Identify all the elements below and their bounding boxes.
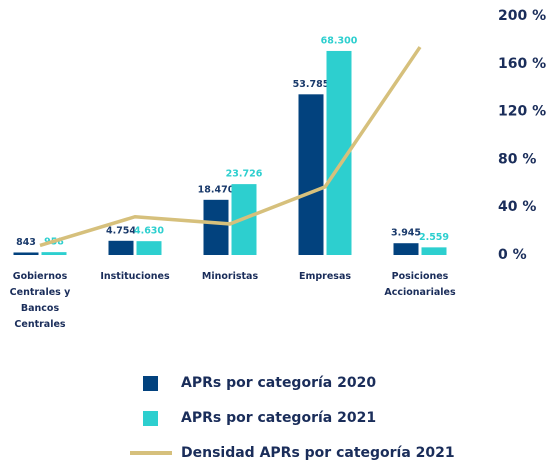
bar	[136, 241, 162, 255]
legend-label: APRs por categoría 2020	[181, 375, 376, 391]
data-label: 53.785	[293, 79, 330, 90]
x-tick-label: Posiciones Accionariales	[384, 271, 456, 298]
bar	[108, 240, 134, 255]
y2-tick-label: 120 %	[498, 104, 546, 120]
x-tick-label: Empresas	[298, 271, 352, 282]
legend-label: APRs por categoría 2021	[181, 410, 376, 426]
bar	[393, 243, 419, 255]
data-label: 4.630	[134, 226, 164, 237]
y2-tick-label: 0 %	[498, 247, 527, 263]
x-tick-label: Gobiernos Centrales y Bancos Centrales	[9, 271, 71, 330]
y2-tick-label: 200 %	[498, 8, 546, 24]
y2-tick-label: 40 %	[498, 199, 536, 215]
bar	[203, 199, 229, 255]
legend-swatch	[143, 411, 158, 426]
legend-label: Densidad APRs por categoría 2021	[181, 445, 455, 461]
data-label: 23.726	[226, 169, 263, 180]
data-label: 3.945	[391, 228, 421, 239]
bar	[13, 252, 39, 255]
x-tick-label: Instituciones	[100, 271, 170, 282]
bar	[421, 247, 447, 255]
data-label: 18.470	[198, 184, 235, 195]
data-label: 68.300	[321, 35, 358, 46]
data-label: 843	[16, 237, 36, 248]
line	[39, 46, 422, 248]
y2-tick-label: 80 %	[498, 151, 536, 167]
legend-swatch	[143, 376, 158, 391]
data-label: 4.754	[106, 225, 136, 236]
bar	[41, 252, 67, 255]
x-tick-label: Minoristas	[201, 271, 259, 282]
data-label: 2.559	[419, 232, 449, 243]
y2-tick-label: 160 %	[498, 56, 546, 72]
bar	[298, 94, 324, 255]
